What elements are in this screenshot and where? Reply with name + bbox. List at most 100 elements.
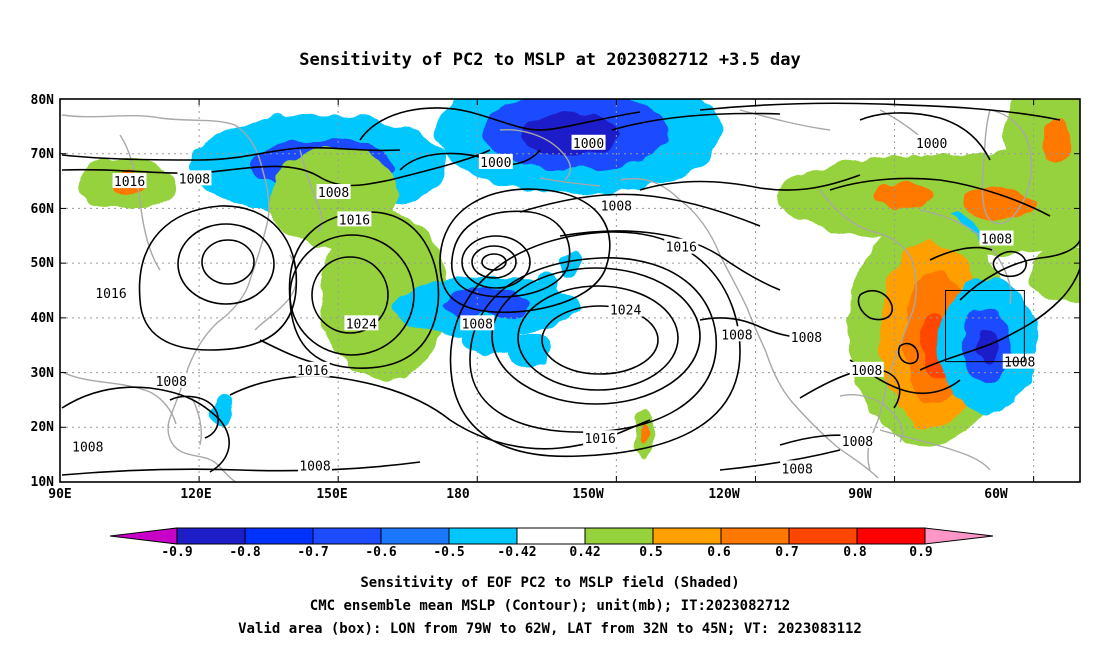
mslp-contours — [61, 102, 1080, 476]
gridlines — [60, 99, 1080, 482]
contour-label-bg — [478, 153, 513, 169]
contour-labels: 1016 1008 1008 1016 1000 1000 1008 1016 1024 1016… — [70, 134, 1037, 477]
contour-label-bg — [70, 438, 105, 454]
colorbar-segment — [109, 527, 178, 545]
contour-label: 1008 — [156, 375, 187, 390]
contour-high-3 — [491, 267, 701, 405]
sensitivity-shade — [960, 186, 1033, 220]
coastline-asia — [61, 114, 270, 482]
contour-label: 1000 — [480, 156, 511, 171]
caption-line-1: Sensitivity of EOF PC2 to MSLP field (Sh… — [360, 575, 740, 591]
contour-label-bg — [298, 457, 332, 473]
coastline-kamchatka — [299, 149, 323, 233]
contour-label: 1008 — [981, 233, 1012, 248]
colorbar-segment — [380, 527, 450, 545]
colorbar-segment — [176, 527, 246, 545]
contour-1008-atl-low — [992, 250, 1027, 278]
contour-label: 1000 — [916, 137, 947, 152]
contour-low-se-1 — [857, 290, 893, 321]
contour-low-4 — [450, 210, 571, 298]
sensitivity-shade — [875, 182, 933, 208]
contour-1024-na — [611, 112, 781, 131]
contour-label-bg — [664, 238, 699, 254]
caption-line-2: CMC ensemble mean MSLP (Contour); unit(m… — [309, 598, 791, 614]
colorbar — [109, 527, 994, 545]
contour-jp-high-1 — [311, 256, 389, 334]
contour-label: 1016 — [339, 213, 370, 228]
colorbar-label: -0.7 — [297, 545, 328, 560]
contour-1000-arctic — [359, 107, 641, 141]
contour-1016-north — [61, 149, 491, 187]
sensitivity-shade — [211, 394, 233, 428]
coastline-aleutians — [539, 177, 601, 187]
contour-asia-1 — [201, 239, 255, 285]
colorbar-label: -0.6 — [365, 545, 396, 560]
contour-label: 1008 — [1004, 356, 1035, 371]
lon-label: 150E — [316, 487, 347, 502]
colorbar-label: 0.6 — [707, 545, 731, 560]
contour-label: 1008 — [851, 364, 882, 379]
contour-high-5 — [449, 231, 741, 458]
contour-low-3 — [461, 235, 531, 289]
contour-label-bg — [608, 301, 643, 317]
colorbar-label: -0.9 — [161, 545, 192, 560]
coastline-greenland — [981, 109, 1033, 225]
contour-1008-atl — [919, 267, 1080, 371]
lon-label: 120E — [180, 487, 211, 502]
contour-1016-na — [699, 102, 1061, 121]
sensitivity-shade — [536, 273, 558, 308]
contour-label-bg — [337, 211, 372, 227]
contour-label: 1024 — [610, 304, 641, 319]
contour-label-bg — [914, 134, 949, 150]
lon-label: 60W — [984, 487, 1008, 502]
contour-label-bg — [780, 460, 815, 476]
colorbar-labels: -0.9 -0.8 -0.7 -0.6 -0.5 -0.42 0.42 0.5 … — [161, 545, 932, 560]
contour-asia-2 — [177, 223, 275, 305]
contour-label-bg — [583, 430, 618, 446]
contour-1008-atl3 — [929, 246, 993, 261]
colorbar-segment — [448, 527, 518, 545]
contour-1008-a — [519, 193, 761, 227]
contour-label: 1016 — [666, 241, 697, 256]
colorbar-segment — [788, 527, 858, 545]
coastline-philippines — [191, 397, 202, 446]
lon-label: 180 — [446, 487, 470, 502]
colorbar-label: -0.8 — [229, 545, 260, 560]
lat-label: 80N — [31, 93, 55, 108]
contour-label-bg — [177, 170, 212, 186]
lat-label: 10N — [31, 475, 55, 490]
lon-label: 90E — [48, 487, 71, 502]
lon-label: 150W — [572, 487, 603, 502]
contour-label-bg — [719, 326, 754, 342]
contour-label-bg — [460, 315, 495, 331]
map-ticks — [59, 98, 1080, 483]
lon-label: 120W — [708, 487, 739, 502]
contour-label: 1008 — [318, 186, 349, 201]
colorbar-segment — [516, 527, 586, 545]
map-frame — [59, 98, 1081, 483]
contour-asia-3 — [138, 205, 298, 351]
contour-label: 1000 — [573, 137, 604, 152]
colorbar-segment — [720, 527, 790, 545]
lat-labels: 80N 70N 60N 50N 40N 30N 20N 10N — [31, 93, 55, 490]
contour-label: 1008 — [791, 331, 822, 346]
lat-label: 70N — [31, 147, 55, 162]
contour-label-bg — [154, 372, 189, 388]
coastline-siberia — [119, 134, 161, 271]
colorbar-label: -0.5 — [433, 545, 464, 560]
contour-1008-south — [61, 461, 421, 476]
sensitivity-shade — [320, 211, 449, 381]
sensitivity-shade — [639, 422, 650, 444]
coastline-hudson — [819, 189, 913, 261]
sensitivity-shade — [1042, 121, 1072, 164]
contour-1008-atl2 — [959, 239, 1080, 301]
contour-label-bg — [789, 329, 824, 345]
colorbar-segment — [924, 527, 994, 545]
contour-high-4 — [469, 257, 717, 433]
coastline-gulf — [839, 394, 904, 443]
contour-1008-b — [639, 174, 861, 191]
contour-label-bg — [979, 230, 1014, 246]
coastline-canada-east — [919, 209, 1012, 305]
colorbar-label: 0.7 — [775, 545, 798, 560]
